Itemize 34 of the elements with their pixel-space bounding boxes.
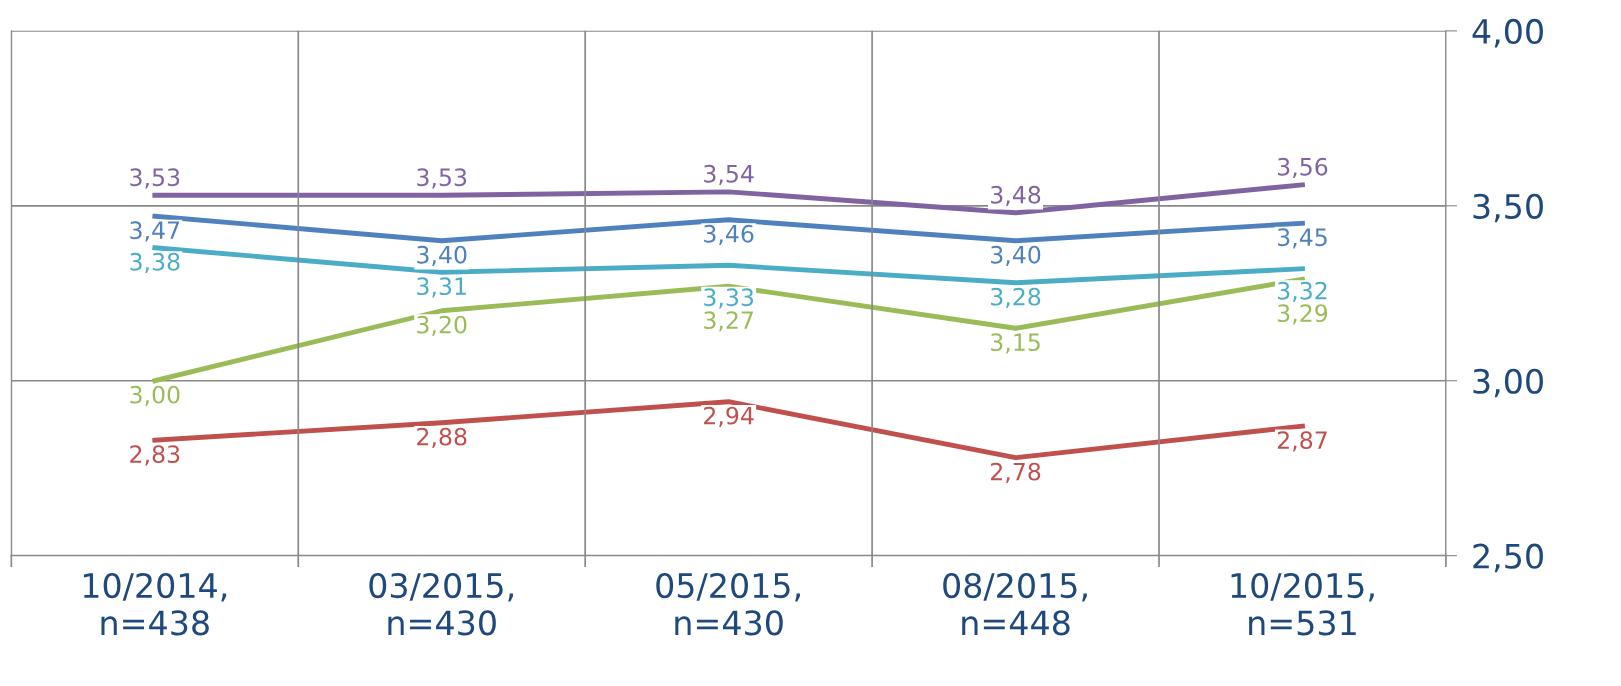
y-tick-label: 4,00 (1472, 18, 1543, 48)
data-label: 3,48 (991, 185, 1041, 207)
data-label: 3,27 (704, 311, 753, 332)
data-label: 3,45 (1277, 228, 1327, 249)
data-label: 3,47 (130, 221, 180, 242)
data-label: 3,33 (704, 288, 754, 309)
x-tick-label: 08/2015, n=448 (943, 572, 1087, 636)
x-tick-label: 03/2015, n=430 (369, 572, 513, 636)
data-label: 3,53 (417, 168, 467, 189)
data-label: 2,88 (417, 427, 467, 448)
x-tick-label: 10/2015, n=531 (1231, 572, 1374, 636)
data-label: 3,40 (991, 245, 1041, 267)
data-label: 3,54 (704, 164, 754, 186)
x-tick-label: 05/2015, n=430 (656, 572, 800, 636)
data-label: 3,15 (991, 333, 1040, 354)
y-tick-label: 3,00 (1473, 368, 1543, 398)
data-label: 3,32 (1277, 281, 1327, 303)
data-label: 3,20 (417, 315, 467, 337)
data-label: 2,83 (130, 445, 180, 466)
data-label: 2,94 (704, 406, 754, 427)
data-label: 3,56 (1277, 157, 1328, 179)
data-label: 3,31 (417, 277, 466, 298)
data-label: 3,40 (417, 245, 467, 267)
y-tick-label: 3,50 (1473, 193, 1543, 223)
y-tick-label: 2,50 (1473, 543, 1543, 573)
data-label: 3,28 (991, 287, 1041, 309)
data-label: 3,38 (130, 252, 180, 274)
data-label: 3,29 (1277, 304, 1328, 325)
data-label: 2,78 (991, 462, 1041, 483)
data-label: 3,53 (130, 168, 180, 189)
data-label: 3,46 (704, 224, 754, 246)
x-tick-label: 10/2014, n=438 (83, 572, 227, 636)
data-label: 2,87 (1277, 431, 1327, 452)
data-label: 3,00 (130, 385, 180, 406)
